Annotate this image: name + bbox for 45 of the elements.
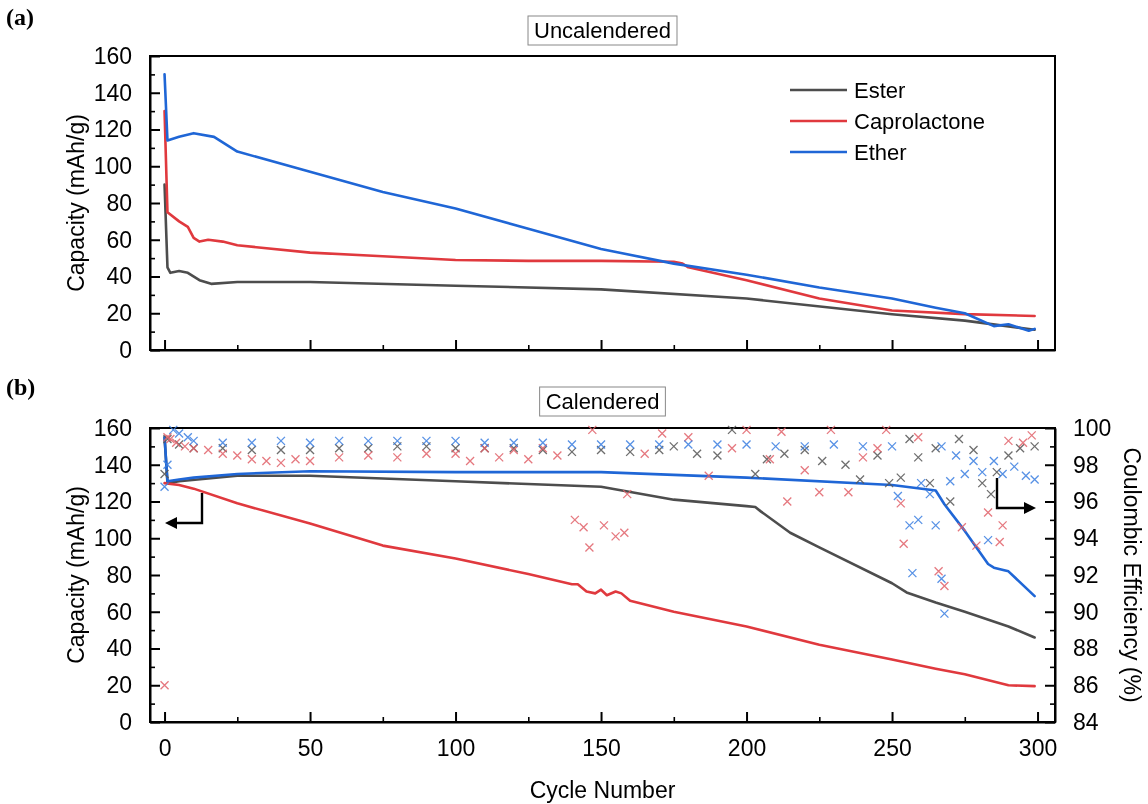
x-tick-label: 50 <box>297 735 324 762</box>
y-tick-label: 40 <box>106 635 132 662</box>
y-tick-label: 80 <box>106 189 132 216</box>
y-tick-label: 160 <box>93 414 132 441</box>
y2-tick-label: 90 <box>1073 598 1099 625</box>
y-tick-label: 100 <box>93 525 132 552</box>
y2-tick-label: 86 <box>1073 672 1099 699</box>
y2-tick-label: 100 <box>1073 414 1112 441</box>
chart-title: Uncalendered <box>534 18 671 43</box>
y-axis-title: Capacity (mAh/g) <box>63 114 89 292</box>
legend-label: Caprolactone <box>854 109 985 134</box>
y-axis-title: Capacity (mAh/g) <box>63 486 89 664</box>
y2-tick-label: 88 <box>1073 635 1099 662</box>
y-tick-label: 60 <box>106 226 132 253</box>
x-tick-label: 300 <box>1018 735 1058 762</box>
y2-axis-title: Coulombic Efficiency (%) <box>1119 447 1145 703</box>
y-tick-label: 20 <box>106 672 132 699</box>
text: (b) <box>6 374 36 400</box>
y2-tick-label: 96 <box>1073 488 1099 515</box>
y-tick-label: 140 <box>93 79 132 106</box>
x-tick-label: 200 <box>727 735 767 762</box>
chart-title: Calendered <box>545 389 660 414</box>
y-tick-label: 120 <box>93 116 132 143</box>
y2-tick-label: 98 <box>1073 451 1099 478</box>
x-tick-label: 0 <box>158 735 172 762</box>
y-tick-label: 0 <box>119 708 132 735</box>
y-tick-label: 160 <box>93 42 132 69</box>
x-axis-title: Cycle Number <box>529 777 676 803</box>
legend-label: Ester <box>854 78 906 103</box>
y-tick-label: 80 <box>106 561 132 588</box>
y-tick-label: 0 <box>119 336 132 363</box>
y-tick-label: 140 <box>93 451 132 478</box>
y-tick-label: 100 <box>93 153 132 180</box>
y2-tick-label: 84 <box>1073 708 1099 735</box>
x-tick-label: 150 <box>582 735 621 762</box>
x-tick-label: 250 <box>873 735 912 762</box>
y2-tick-label: 94 <box>1073 525 1099 552</box>
y-tick-label: 120 <box>93 488 132 515</box>
legend-label: Ether <box>854 140 907 165</box>
y-tick-label: 20 <box>106 300 132 327</box>
x-tick-label: 100 <box>436 735 476 762</box>
y-tick-label: 40 <box>106 263 132 290</box>
text: (a) <box>6 4 34 30</box>
y2-tick-label: 92 <box>1073 561 1099 588</box>
y-tick-label: 60 <box>106 598 132 625</box>
